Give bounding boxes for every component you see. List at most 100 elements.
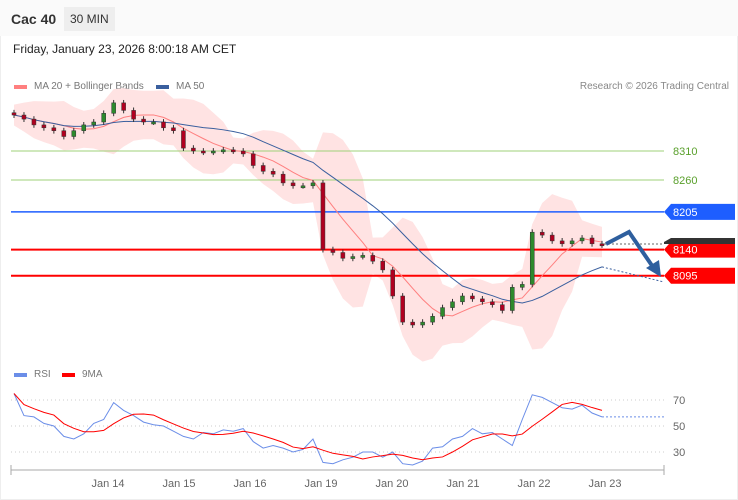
rsi-line <box>13 393 603 466</box>
candle-body <box>231 149 236 153</box>
candle-body <box>91 121 96 126</box>
ma20-swatch <box>14 84 27 89</box>
forecast-arrow <box>605 229 657 272</box>
header-bar <box>0 0 738 36</box>
x-tick-label: Jan 19 <box>304 478 337 490</box>
candle-body <box>71 130 77 137</box>
candle-body <box>510 287 515 311</box>
candle-body <box>450 301 455 308</box>
candle-body <box>440 307 445 317</box>
legend-9ma: 9MA <box>62 369 103 380</box>
candle-body <box>181 130 186 149</box>
forecast-arrowhead <box>646 260 661 277</box>
candle-body <box>589 237 595 245</box>
timeframe-button[interactable]: 30 MIN <box>64 7 115 31</box>
candle-body <box>21 114 27 120</box>
candle-body <box>211 150 216 154</box>
last-price-tag <box>664 238 735 244</box>
legend-ma50: MA 50 <box>156 81 204 92</box>
candle-body <box>111 102 116 114</box>
x-tick-label: Jan 14 <box>91 478 124 490</box>
rsi-tick-label: 70 <box>673 395 685 407</box>
level-label-8310: 8310 <box>673 146 697 158</box>
level-tag-8095 <box>664 267 735 284</box>
candle-body <box>270 171 276 175</box>
ma50-line <box>13 114 603 304</box>
candle-body <box>81 124 87 131</box>
legend-rsi: RSI <box>14 369 51 380</box>
candle-body <box>310 182 316 187</box>
candle-body <box>290 182 296 187</box>
x-tick-label: Jan 22 <box>517 478 550 490</box>
candle-body <box>31 118 37 126</box>
candle-body <box>529 231 535 285</box>
level-label-8260: 8260 <box>673 175 697 187</box>
level-tag-8140 <box>664 241 735 258</box>
candle-body <box>11 112 17 116</box>
instrument-title: Cac 40 <box>11 11 57 27</box>
candle-body <box>131 110 136 120</box>
candle-body <box>480 298 485 303</box>
x-tick-label: Jan 20 <box>375 478 408 490</box>
candle-body <box>410 321 415 326</box>
candle-body <box>470 295 475 300</box>
candle-body <box>280 173 286 184</box>
x-tick-label: Jan 16 <box>233 478 266 490</box>
candle-body <box>51 127 57 131</box>
x-tick-label: Jan 15 <box>162 478 195 490</box>
candle-body <box>420 321 425 326</box>
candle-body <box>500 304 505 311</box>
candle-body <box>539 231 545 236</box>
level-label-8205: 8205 <box>673 207 697 219</box>
ma50-swatch <box>156 84 169 89</box>
level-label-8095: 8095 <box>673 271 697 283</box>
candle-body <box>250 153 256 166</box>
candle-body <box>240 150 246 155</box>
candle-body <box>400 295 405 323</box>
level-label-8140: 8140 <box>673 245 697 257</box>
candle-body <box>569 240 575 245</box>
candle-body <box>360 255 366 258</box>
candle-body <box>380 260 385 271</box>
rsi-tick-label: 50 <box>673 421 685 433</box>
rsi-9ma-line <box>13 393 603 461</box>
candle-body <box>549 234 555 242</box>
candle-body <box>350 256 356 259</box>
candle-body <box>599 243 605 247</box>
candle-body <box>151 121 156 125</box>
candle-body <box>221 149 226 153</box>
candle-body <box>101 113 106 123</box>
candle-body <box>559 240 565 245</box>
candle-body <box>300 185 306 189</box>
x-tick-label: Jan 23 <box>588 478 621 490</box>
timestamp: Friday, January 23, 2026 8:00:18 AM CET <box>13 42 237 56</box>
candle-body <box>520 284 525 288</box>
candle-body <box>390 269 395 297</box>
9ma-swatch <box>62 372 75 377</box>
ma50-projection <box>601 266 665 283</box>
rsi-tick-label: 30 <box>673 447 685 459</box>
level-tag-8205 <box>664 203 735 220</box>
candle-body <box>260 165 266 172</box>
candle-body <box>330 249 336 253</box>
candle-body <box>201 150 206 154</box>
legend-9ma-label: 9MA <box>82 369 103 380</box>
candle-body <box>41 124 47 129</box>
candle-body <box>579 237 585 242</box>
candle-body <box>161 121 166 129</box>
candle-body <box>460 295 465 303</box>
candle-body <box>490 301 495 305</box>
bollinger-band <box>14 88 602 362</box>
legend-ma50-label: MA 50 <box>176 81 205 92</box>
candle-body <box>340 252 346 259</box>
candle-body <box>191 147 196 152</box>
legend-rsi-label: RSI <box>34 369 51 380</box>
legend-ma20: MA 20 + Bollinger Bands <box>14 81 144 92</box>
credit: Research © 2026 Trading Central <box>579 81 729 92</box>
candle-body <box>61 130 67 137</box>
x-tick-label: Jan 21 <box>446 478 479 490</box>
candle-body <box>430 316 435 323</box>
candle-body <box>121 102 126 111</box>
rsi-swatch <box>14 372 27 377</box>
